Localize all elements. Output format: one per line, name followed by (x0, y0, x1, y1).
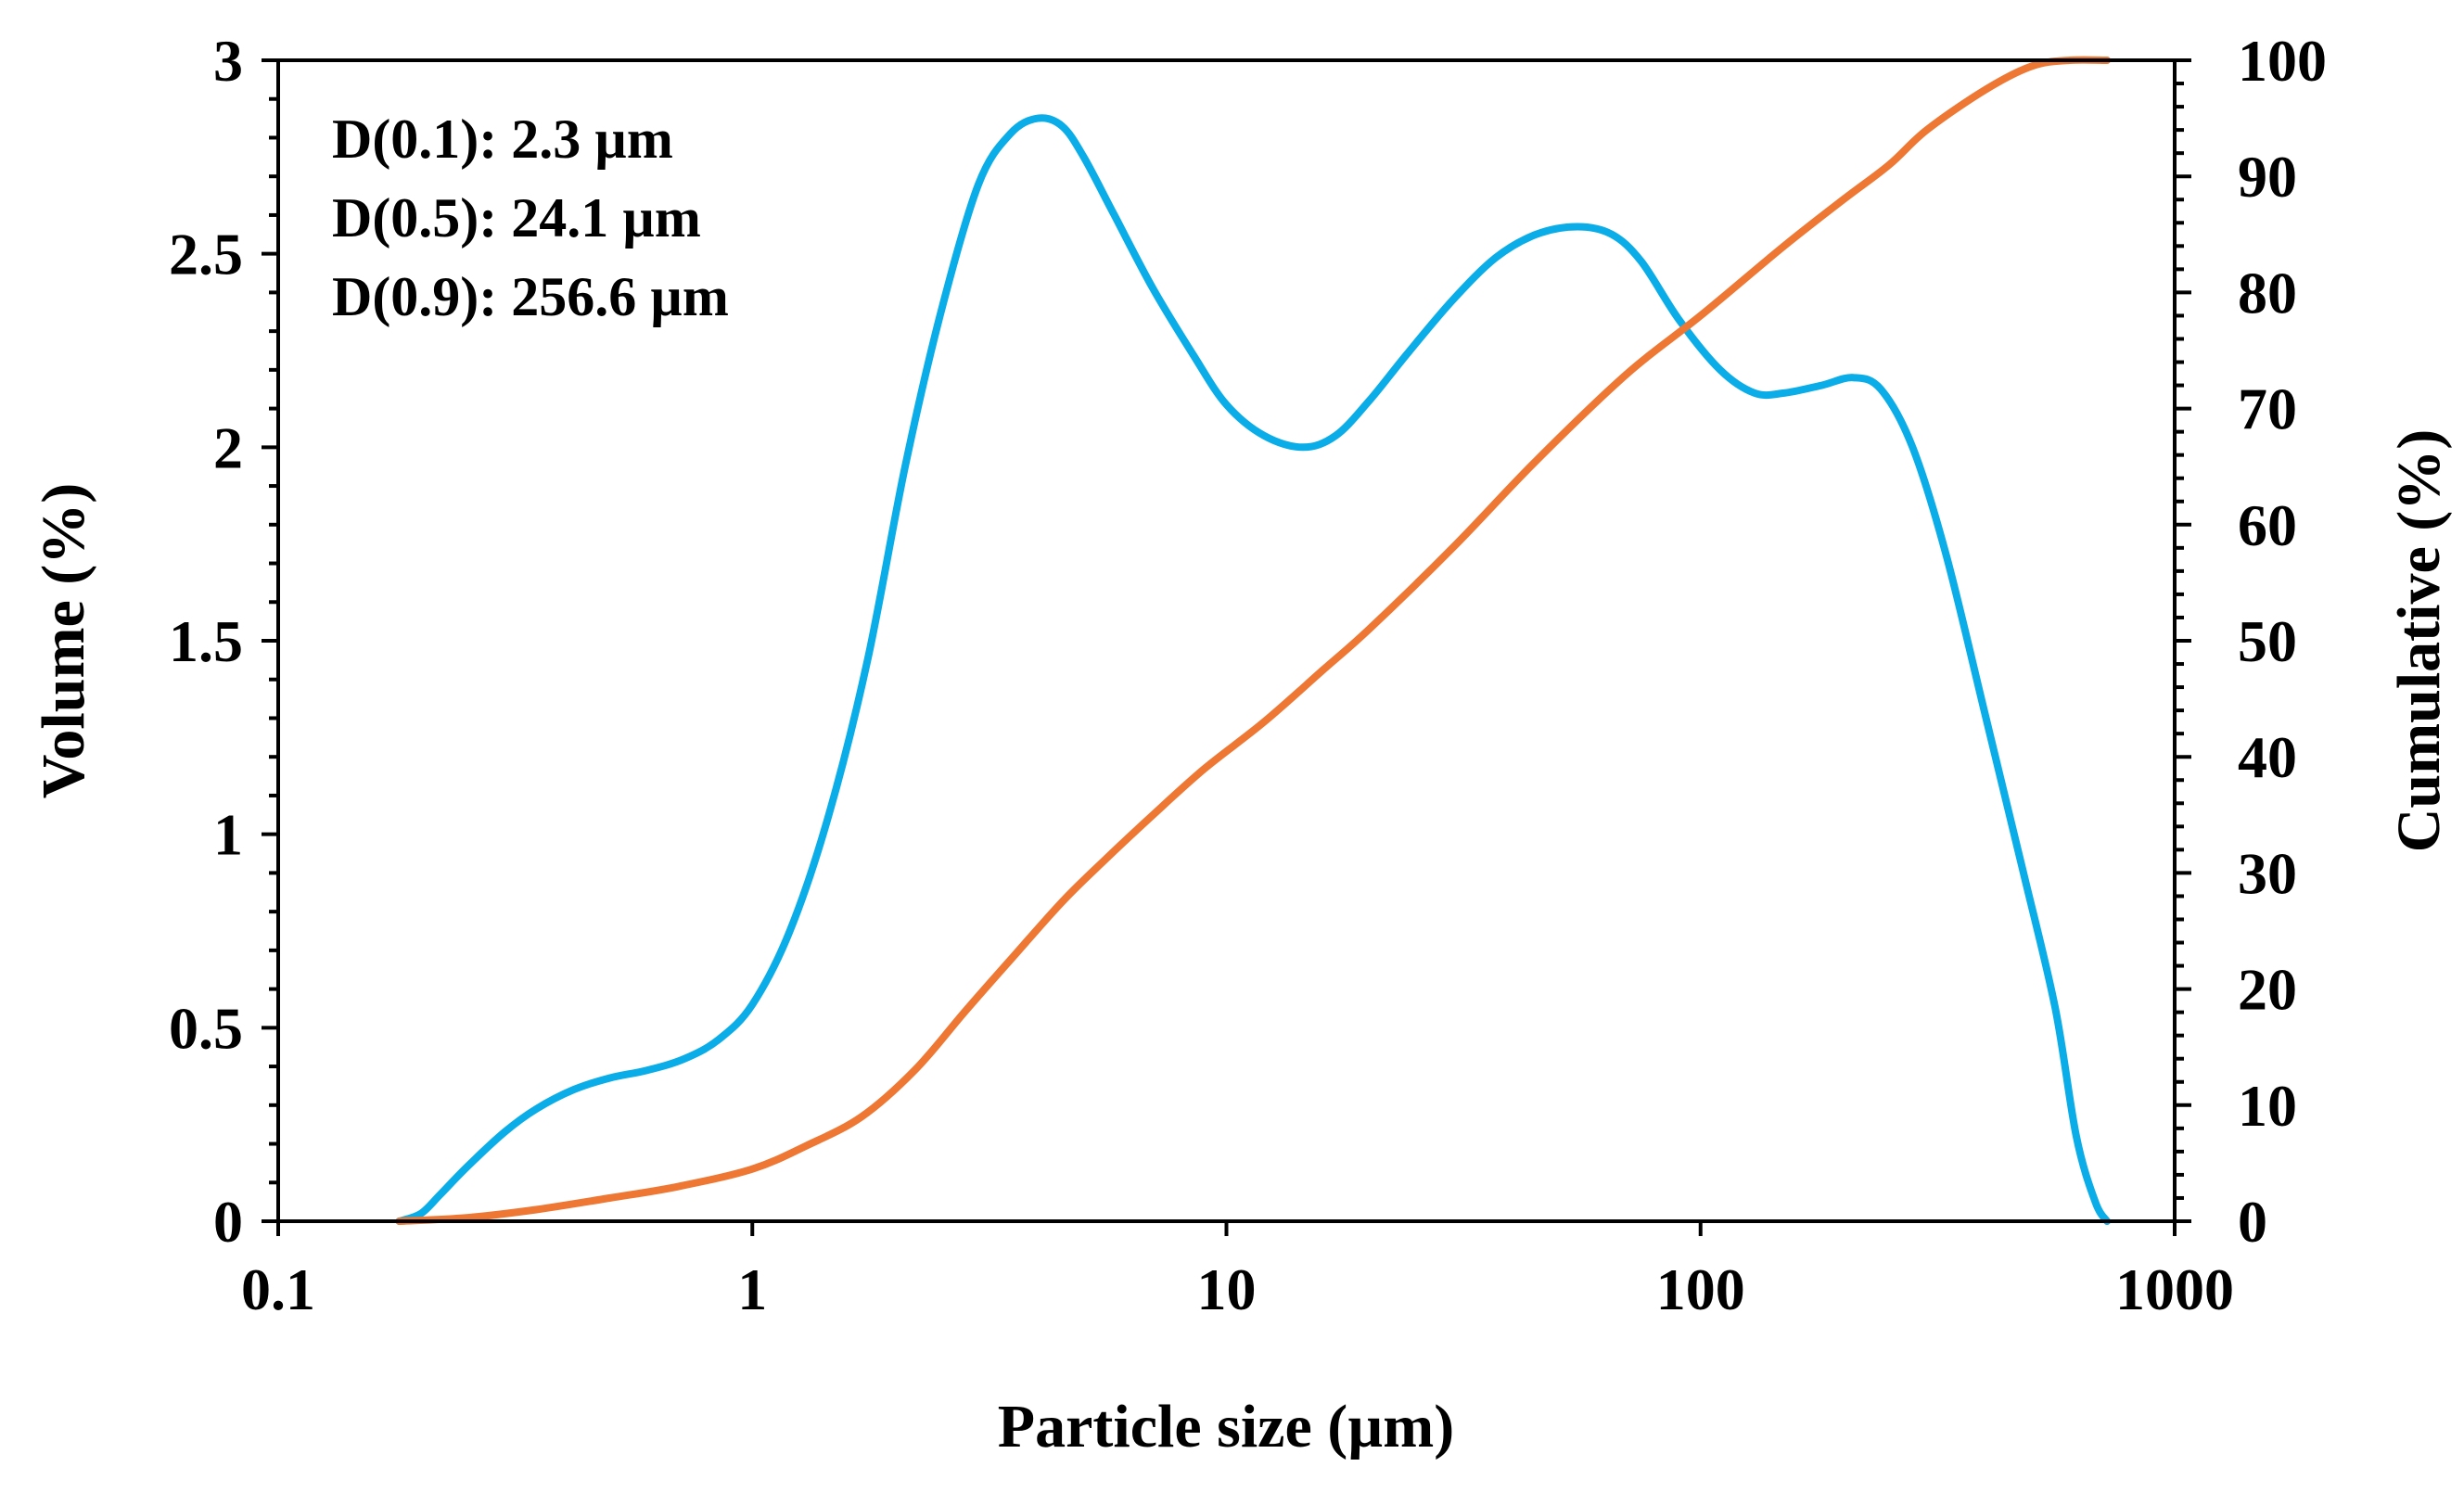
y-right-tick-label: 0 (2238, 1189, 2267, 1255)
y-right-tick-label: 20 (2238, 957, 2297, 1023)
y-left-axis-title: Volume (%) (30, 483, 97, 798)
x-tick-label: 10 (1197, 1256, 1257, 1322)
d10-annotation: D(0.1): 2.3 µm (332, 108, 673, 170)
y-left-tick-label: 0.5 (169, 995, 243, 1061)
x-tick-label: 1000 (2115, 1256, 2234, 1322)
y-left-tick-label: 0 (213, 1189, 243, 1255)
y-right-tick-label: 50 (2238, 608, 2297, 674)
x-axis-title: Particle size (µm) (998, 1393, 1454, 1460)
y-right-axis-title: Cumulative (%) (2385, 429, 2453, 852)
y-right-tick-label: 60 (2238, 492, 2297, 558)
y-right-tick-label: 70 (2238, 376, 2297, 442)
d50-annotation: D(0.5): 24.1 µm (332, 187, 701, 249)
y-left-tick-label: 1.5 (169, 608, 243, 674)
y-left-tick-label: 3 (213, 28, 243, 94)
x-tick-label: 0.1 (241, 1256, 315, 1322)
volume-series-line (395, 114, 2112, 1225)
x-tick-label: 1 (737, 1256, 767, 1322)
y-left-tick-label: 2 (213, 414, 243, 480)
y-right-tick-label: 80 (2238, 260, 2297, 325)
y-right-tick-label: 30 (2238, 840, 2297, 906)
y-right-tick-label: 100 (2238, 28, 2327, 94)
d90-annotation: D(0.9): 256.6 µm (332, 266, 729, 327)
x-tick-label: 100 (1656, 1256, 1745, 1322)
plot-frame (276, 58, 2177, 1223)
y-right-tick-label: 40 (2238, 724, 2297, 790)
y-left-tick-label: 1 (213, 802, 243, 868)
cumulative-series-line (395, 56, 2112, 1225)
y-left-tick-label: 2.5 (169, 222, 243, 287)
y-right-tick-label: 90 (2238, 144, 2297, 210)
y-right-tick-label: 10 (2238, 1073, 2297, 1139)
tick-labels: 0.1 1 10 100 100000.511.522.5301020304050607… (169, 28, 2327, 1322)
